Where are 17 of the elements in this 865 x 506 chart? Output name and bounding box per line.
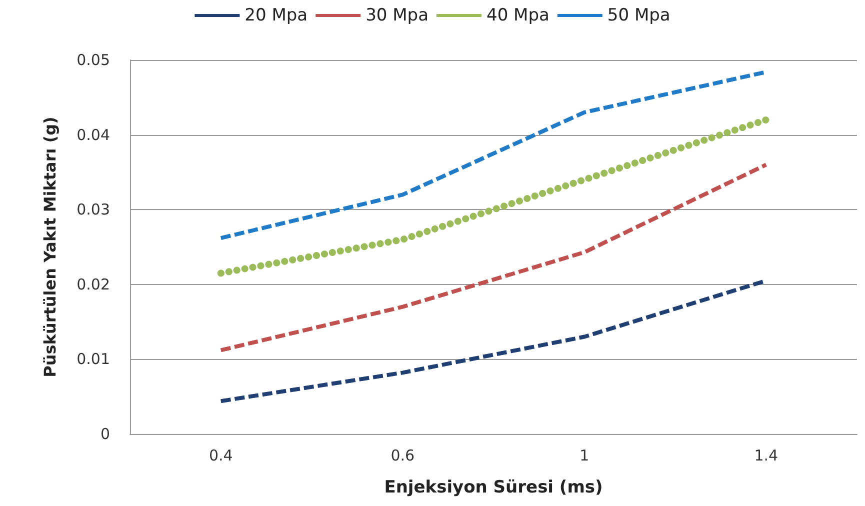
x-tick-label: 0.6	[390, 446, 415, 464]
x-axis-title: Enjeksiyon Süresi (ms)	[384, 478, 603, 498]
y-tick-label: 0.04	[76, 126, 110, 144]
legend-label: 30 Mpa	[366, 6, 429, 26]
y-axis-title: Püskürtülen Yakıt Miktarı (g)	[40, 116, 60, 378]
y-tick-label: 0.03	[76, 200, 110, 219]
y-tick-label: 0.02	[76, 275, 110, 294]
y-tick-label: 0.05	[76, 51, 110, 69]
x-tick-label: 1.4	[754, 446, 778, 464]
legend-label: 50 Mpa	[607, 6, 670, 26]
x-tick-label: 0.4	[208, 446, 233, 464]
line-series	[218, 162, 768, 352]
legend-label: 20 Mpa	[244, 6, 308, 26]
y-tick-label: 0.01	[76, 350, 110, 368]
x-tick-label: 1	[580, 446, 590, 464]
y-tick-label: 0	[100, 425, 110, 443]
legend-label: 40 Mpa	[486, 6, 550, 26]
